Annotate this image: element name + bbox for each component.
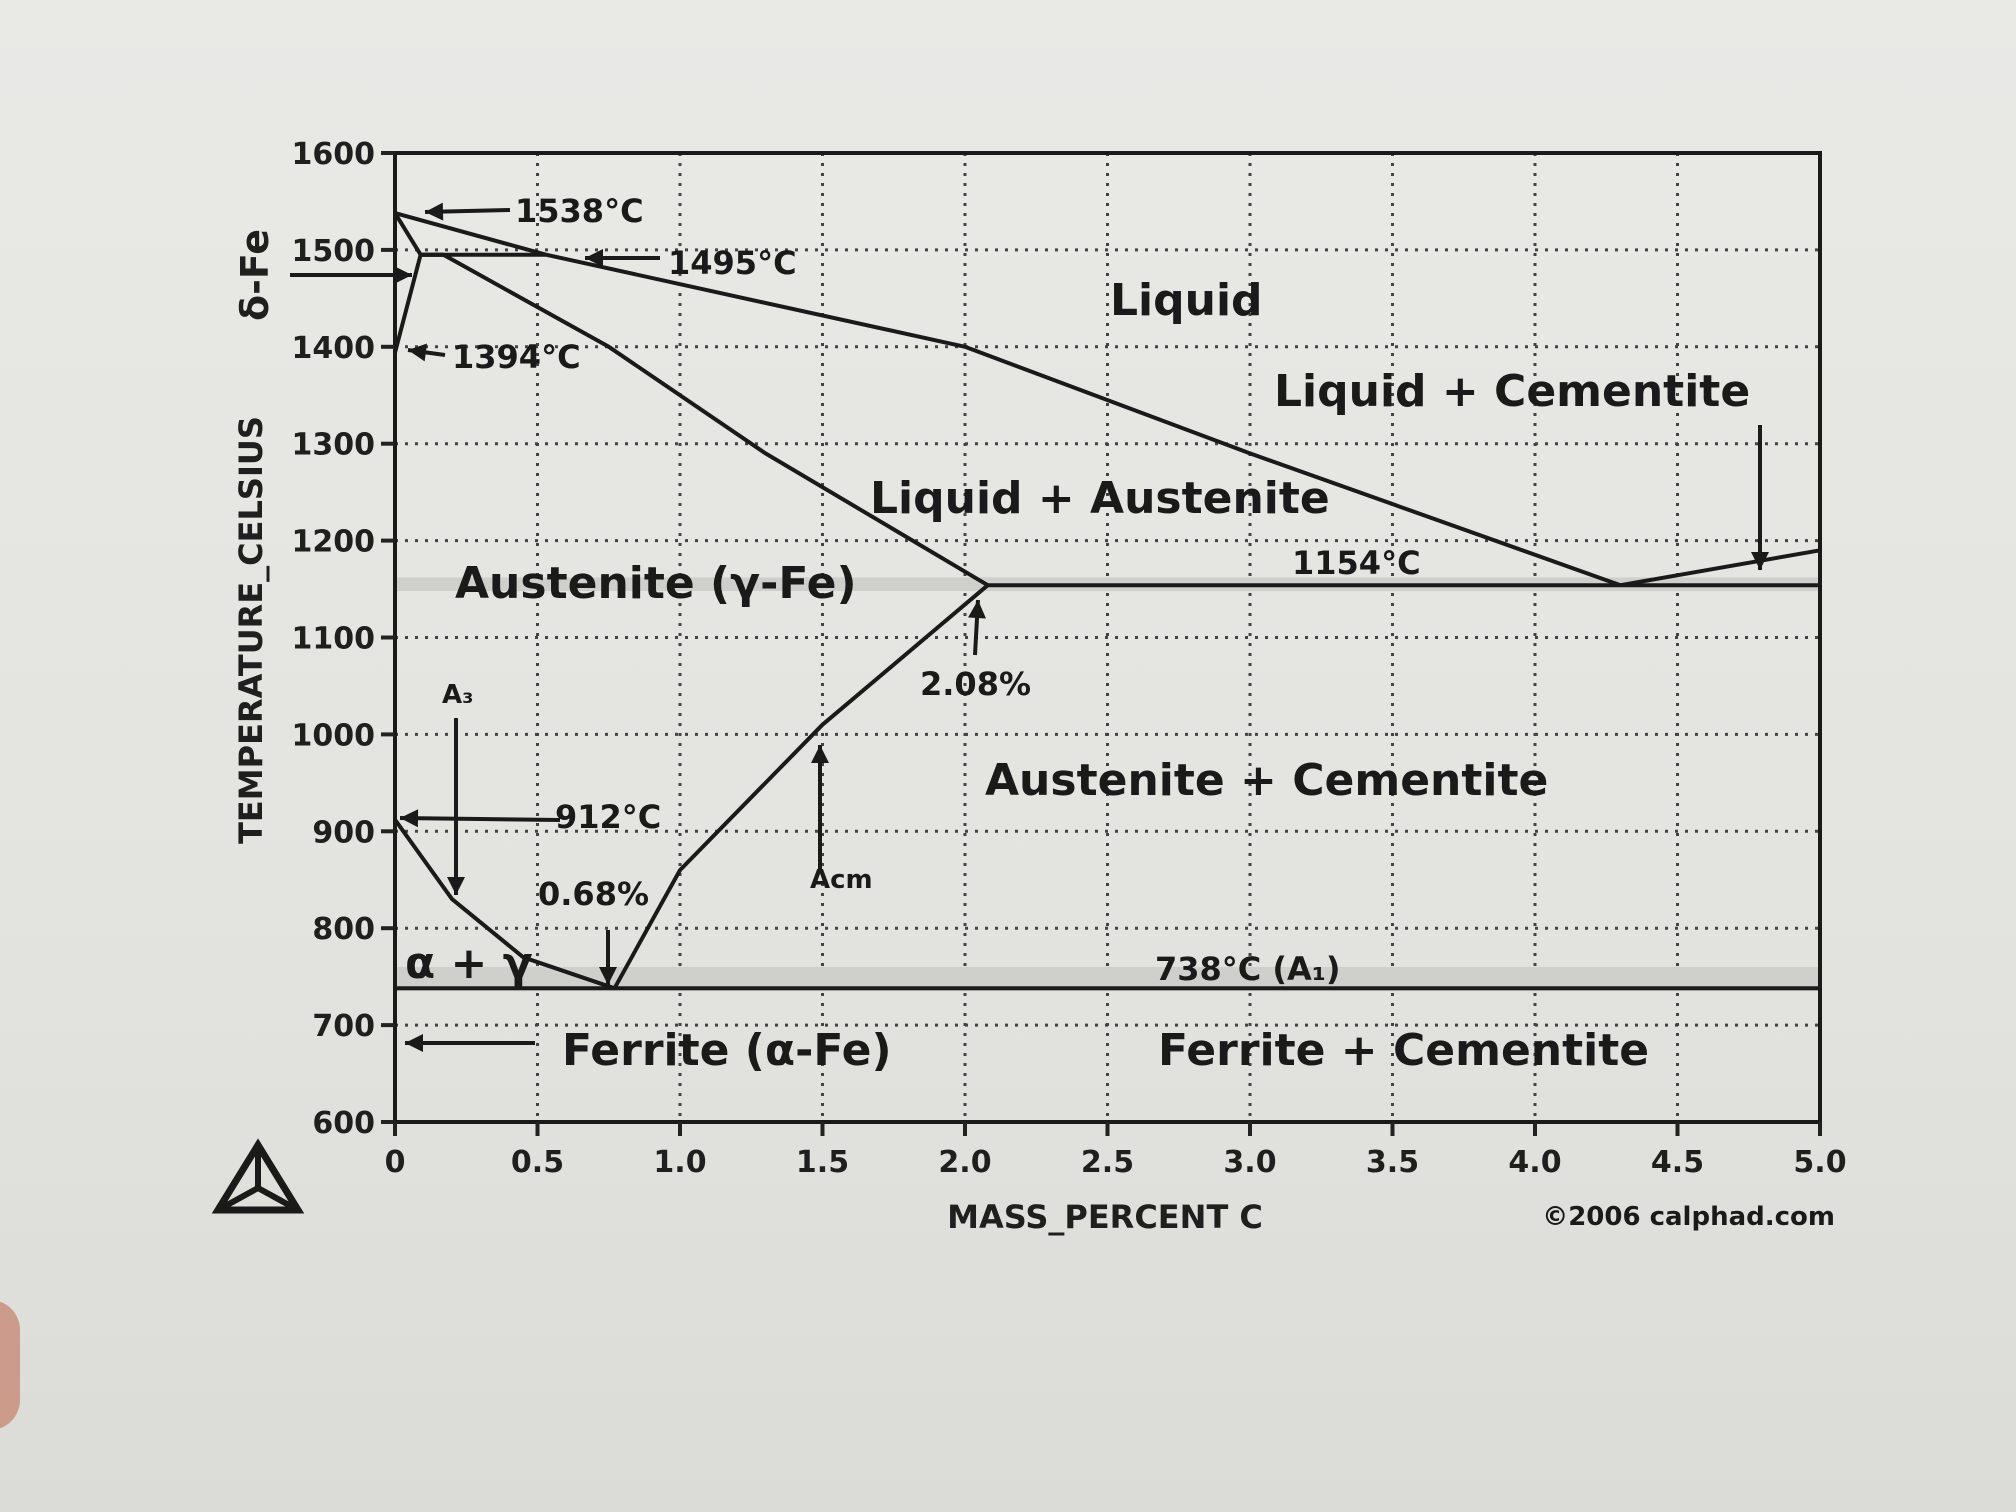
phase-boundary-line — [394, 211, 1622, 588]
chart-labels: MASS_PERCENT C TEMPERATURE_CELSIUS δ-Fe … — [232, 192, 1835, 1236]
y-tick-label: 700 — [312, 1009, 375, 1044]
calphad-logo — [211, 1138, 305, 1214]
phase-boundary-line — [612, 583, 990, 990]
label-738-a1: 738°C (A₁) — [1155, 950, 1340, 988]
thumb — [0, 1300, 20, 1430]
y-tick-label: 1500 — [292, 234, 376, 269]
arrow-head — [408, 343, 428, 362]
label-068-percent: 0.68% — [538, 875, 649, 913]
phase-boundaries — [393, 211, 1821, 991]
x-tick-label: 0.5 — [511, 1145, 564, 1180]
arrow-head — [968, 600, 987, 619]
region-ferrite-cementite: Ferrite + Cementite — [1158, 1025, 1649, 1076]
annotation-arrows — [290, 202, 1769, 1052]
label-1394: 1394°C — [452, 338, 581, 376]
phase-boundary-line — [1620, 548, 1821, 588]
x-tick-label: 3.0 — [1223, 1145, 1276, 1180]
arrow-head — [405, 1034, 423, 1052]
arrow-head — [599, 967, 617, 985]
phase-boundary-line — [393, 818, 616, 991]
x-tick-label: 3.5 — [1366, 1145, 1419, 1180]
arrow-head — [447, 877, 465, 895]
x-tick-label: 5.0 — [1793, 1145, 1846, 1180]
arrow-head — [1751, 552, 1769, 570]
label-1154: 1154°C — [1292, 544, 1421, 582]
arrow-shaft — [399, 816, 561, 822]
label-1538: 1538°C — [515, 192, 644, 230]
region-ferrite: Ferrite (α-Fe) — [562, 1025, 892, 1076]
phase-boundary-line — [442, 252, 989, 587]
y-tick-label: 1600 — [292, 137, 376, 172]
x-axis-title: MASS_PERCENT C — [947, 1198, 1263, 1236]
region-alpha-gamma: α + γ — [405, 938, 533, 989]
y-tick-label: 600 — [312, 1106, 375, 1141]
y-axis-title: TEMPERATURE_CELSIUS — [232, 416, 270, 844]
label-912: 912°C — [555, 798, 661, 836]
y-tick-label: 1400 — [292, 331, 376, 366]
region-liquid-cementite: Liquid + Cementite — [1274, 366, 1750, 417]
x-tick-label: 0 — [385, 1145, 406, 1180]
x-tick-label: 4.5 — [1651, 1145, 1704, 1180]
x-tick-label: 1.5 — [796, 1145, 849, 1180]
delta-fe-label: δ-Fe — [233, 229, 277, 321]
y-tick-label: 1300 — [292, 428, 376, 463]
region-liquid-austenite: Liquid + Austenite — [870, 473, 1330, 524]
x-tick-label: 2.5 — [1081, 1145, 1134, 1180]
arrow-head — [400, 809, 419, 828]
y-tick-label: 1100 — [292, 622, 376, 657]
x-tick-label: 2.0 — [938, 1145, 991, 1180]
label-a3: A₃ — [442, 680, 474, 710]
region-austenite-cementite: Austenite + Cementite — [985, 755, 1548, 806]
label-acm: Acm — [810, 865, 873, 895]
x-tick-label: 4.0 — [1508, 1145, 1561, 1180]
y-tick-label: 1200 — [292, 525, 376, 560]
arrow-head — [425, 202, 444, 221]
x-tick-label: 1.0 — [653, 1145, 706, 1180]
arrow-head — [394, 266, 412, 284]
arrow-head — [585, 249, 603, 267]
y-tick-label: 900 — [312, 815, 375, 850]
copyright-text: ©2006 calphad.com — [1542, 1202, 1835, 1232]
label-1495: 1495°C — [668, 244, 797, 282]
label-208-percent: 2.08% — [920, 665, 1031, 703]
axis-ticks: 0 0.5 1.0 1.5 2.0 2.5 3.0 3.5 4.0 4.5 5.0 600 700 800… — [292, 137, 1847, 1180]
region-austenite: Austenite (γ-Fe) — [455, 558, 857, 609]
region-liquid: Liquid — [1110, 275, 1263, 326]
y-tick-label: 1000 — [292, 718, 376, 753]
y-tick-label: 800 — [312, 912, 375, 947]
arrow-head — [811, 745, 829, 763]
phase-boundary-line — [393, 252, 444, 354]
